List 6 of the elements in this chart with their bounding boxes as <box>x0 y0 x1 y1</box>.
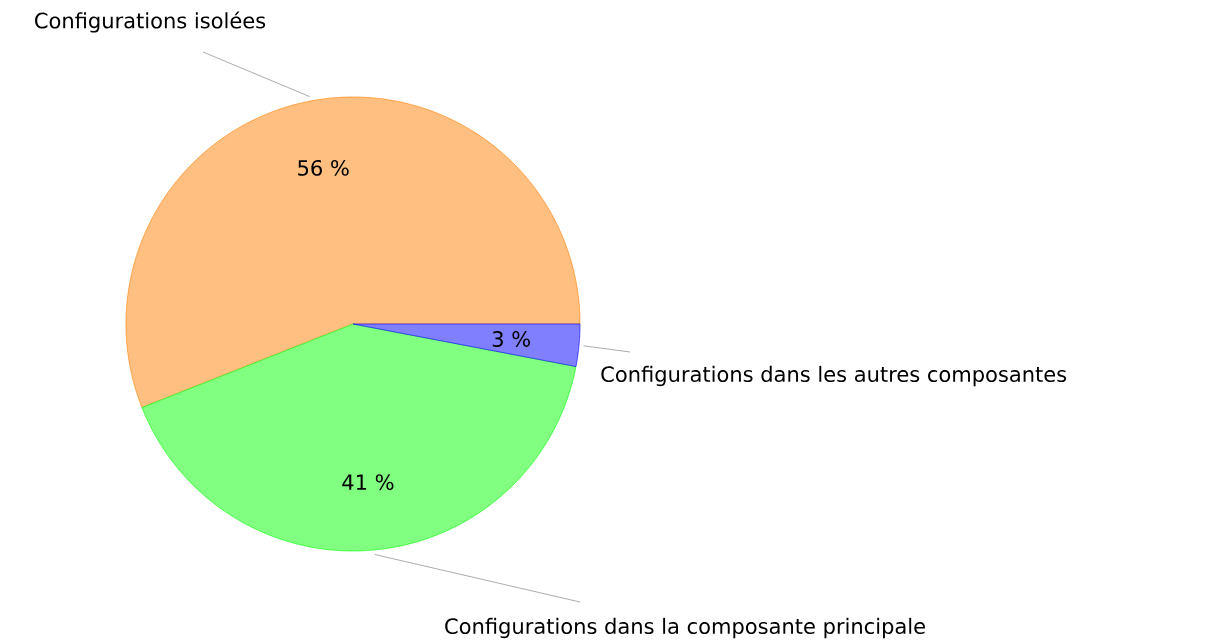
data-label: 3 % <box>492 331 530 347</box>
data-label: 56 % <box>298 159 349 176</box>
slice-label: Configurations isolées <box>35 11 266 33</box>
slice-label: Configurations dans les autres composantes <box>601 365 1067 387</box>
slice-label: Configurations dans la composante principale <box>445 617 925 639</box>
data-label: 41 % <box>342 474 394 491</box>
